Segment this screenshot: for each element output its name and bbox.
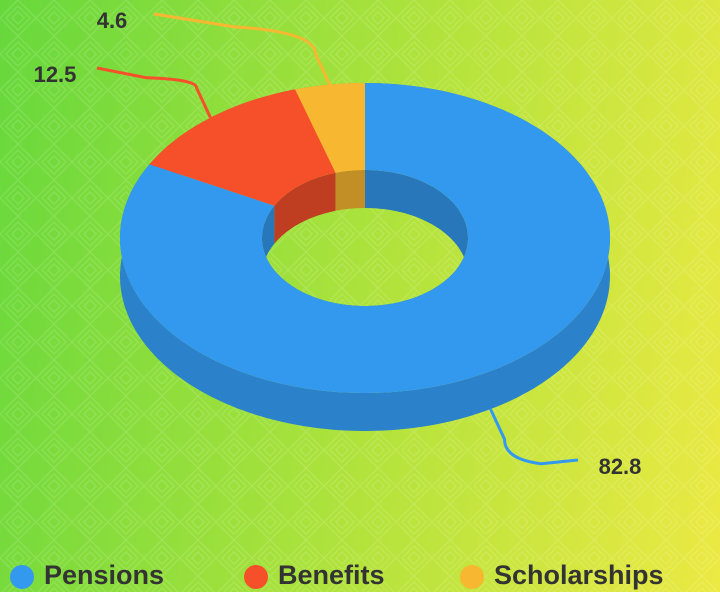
legend-swatch	[460, 565, 484, 589]
slice-inner-wall	[274, 172, 336, 244]
leader-line	[489, 408, 579, 466]
slice	[295, 83, 365, 173]
legend-label: Pensions	[44, 560, 164, 590]
leader-line	[96, 66, 212, 119]
data-label: 12.5	[34, 62, 77, 87]
data-label: 4.6	[97, 8, 128, 33]
slice-inner-wall	[335, 170, 365, 211]
legend-swatch	[244, 565, 268, 589]
legend-swatch	[10, 565, 34, 589]
slice	[149, 89, 336, 206]
leader-line	[153, 12, 332, 86]
legend-label: Scholarships	[494, 560, 664, 590]
slice	[120, 83, 610, 393]
legend-label: Benefits	[278, 560, 385, 590]
data-label: 82.8	[599, 454, 642, 479]
